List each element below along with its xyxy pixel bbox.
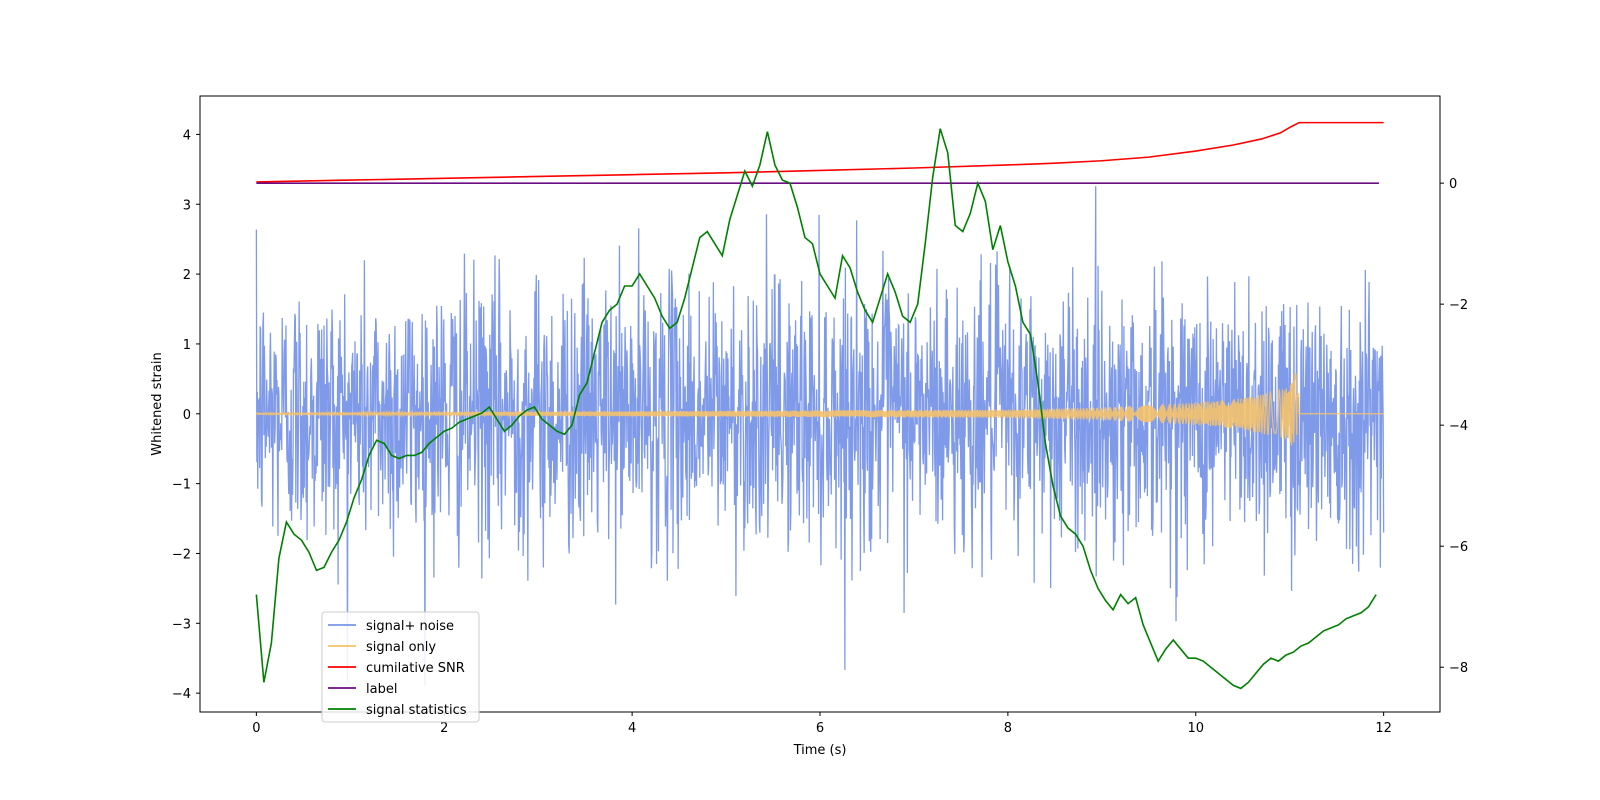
x-tick-label: 10 <box>1187 721 1204 736</box>
y-tick-label-left: 0 <box>183 408 191 423</box>
y-tick-label-left: 4 <box>183 128 191 143</box>
x-tick-label: 8 <box>1004 721 1012 736</box>
y-tick-label-left: −2 <box>172 547 191 562</box>
legend: signal+ noise signal only cumilative SNR la… <box>321 611 480 723</box>
x-tick-label: 2 <box>440 721 448 736</box>
series-cumilative-snr-line <box>256 121 1384 183</box>
legend-box <box>321 611 480 723</box>
y-tick-label-left: 1 <box>183 338 191 353</box>
legend-label: signal statistics <box>366 703 467 718</box>
x-tick-label: 4 <box>628 721 636 736</box>
series-signal-only-line <box>255 373 1384 446</box>
y-axis-label: Whitened strain <box>150 352 165 455</box>
legend-label: label <box>366 682 397 697</box>
legend-item-signal-only: signal only <box>328 640 436 655</box>
y-tick-label-left: 3 <box>183 198 191 213</box>
series-signal-statistics-line <box>255 128 1377 690</box>
legend-item-cumilative-snr: cumilative SNR <box>328 661 465 676</box>
x-axis-label: Time (s) <box>793 743 847 758</box>
y-tick-label-left: −4 <box>172 687 191 702</box>
legend-item-label: label <box>328 682 397 697</box>
legend-item-signal-statistics: signal statistics <box>328 703 467 718</box>
y-tick-label-right: −2 <box>1449 298 1468 313</box>
series-signal-noise-line <box>255 186 1385 687</box>
y-tick-label-right: −6 <box>1449 540 1468 555</box>
y-tick-label-right: 0 <box>1449 177 1457 192</box>
y-tick-label-right: −4 <box>1449 419 1468 434</box>
y-tick-label-left: −3 <box>172 617 191 632</box>
legend-label: cumilative SNR <box>366 661 465 676</box>
y-tick-label-left: 2 <box>183 268 191 283</box>
x-tick-label: 12 <box>1375 721 1392 736</box>
x-tick-label: 0 <box>252 721 260 736</box>
x-tick-label: 6 <box>816 721 824 736</box>
legend-item-signal-noise: signal+ noise <box>328 619 454 634</box>
y-tick-label-left: −1 <box>172 478 191 493</box>
legend-label: signal only <box>366 640 436 655</box>
plot-area <box>255 121 1385 690</box>
legend-label: signal+ noise <box>366 619 454 634</box>
y-tick-label-right: −8 <box>1449 661 1468 676</box>
